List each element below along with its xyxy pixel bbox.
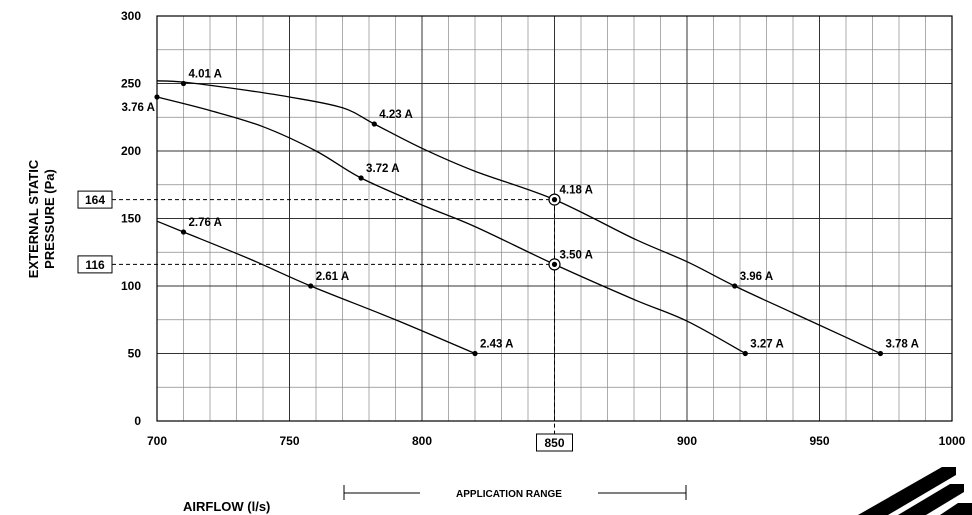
current-label: 3.72 A: [366, 163, 399, 175]
x-tick-label: 1000: [939, 434, 966, 448]
x-tick-label: 800: [412, 434, 432, 448]
y-tick-label: 250: [121, 77, 141, 91]
current-label: 4.18 A: [560, 185, 593, 197]
data-point: [371, 121, 377, 127]
pressure-reference-label: 116: [85, 258, 105, 272]
y-tick-label: 0: [134, 414, 141, 428]
x-axis-title: AIRFLOW (l/s): [183, 499, 270, 514]
tick-labels: 700 750 800 900 950 1000 0 50 100 150 200 250 300: [121, 9, 966, 448]
data-point: [742, 350, 748, 357]
major-gridlines: [156, 15, 953, 422]
current-label: 3.27 A: [750, 339, 783, 351]
y-tick-label: 100: [121, 279, 141, 293]
manufacturer-logo-icon: [858, 467, 972, 515]
current-label: 2.43 A: [480, 339, 513, 351]
fan-curve-line: [156, 96, 746, 355]
current-label: 3.76 A: [122, 102, 155, 114]
data-point: [877, 350, 884, 357]
application-range: APPLICATION RANGE: [343, 485, 687, 500]
current-label: 2.76 A: [189, 217, 222, 229]
current-label: 3.96 A: [740, 271, 773, 283]
data-point: [180, 80, 187, 87]
current-label: 3.78 A: [885, 339, 918, 351]
fan-curves: 4.01 A 4.23 A 4.18 A 3.96 A 3.78 A 3.76 A 3.72…: [122, 69, 919, 357]
pressure-reference-box: [77, 255, 113, 274]
current-label: 2.61 A: [316, 271, 349, 283]
data-point: [180, 229, 187, 235]
data-point: [472, 350, 478, 357]
operating-airflow-box: [536, 433, 573, 452]
pressure-reference-box: [77, 190, 113, 209]
data-point: [732, 283, 738, 289]
x-tick-label: 900: [677, 434, 697, 448]
data-point: [358, 175, 364, 181]
reference-lines: 850 164 116: [77, 190, 573, 452]
y-tick-label: 300: [121, 9, 141, 23]
y-axis-title-line-1: EXTERNAL STATIC: [26, 159, 41, 278]
data-point: [551, 261, 558, 267]
x-tick-label: 950: [809, 434, 829, 448]
operating-airflow-label: 850: [544, 436, 564, 450]
fan-curve-line: [156, 80, 881, 355]
current-label: 3.50 A: [560, 249, 593, 261]
y-tick-label: 200: [121, 144, 141, 158]
y-tick-label: 50: [128, 347, 142, 361]
pressure-reference-label: 164: [85, 193, 105, 207]
application-range-label: APPLICATION RANGE: [456, 489, 562, 500]
data-point: [551, 197, 558, 203]
current-label: 4.01 A: [189, 69, 222, 81]
plot-frame: [156, 15, 953, 422]
current-label: 4.23 A: [379, 109, 412, 121]
data-point: [308, 283, 314, 289]
y-tick-label: 150: [121, 212, 141, 226]
x-tick-label: 750: [279, 434, 299, 448]
x-tick-label: 700: [147, 434, 167, 448]
y-axis-title-line-2: PRESSURE (Pa): [42, 169, 57, 269]
data-point: [154, 94, 160, 100]
